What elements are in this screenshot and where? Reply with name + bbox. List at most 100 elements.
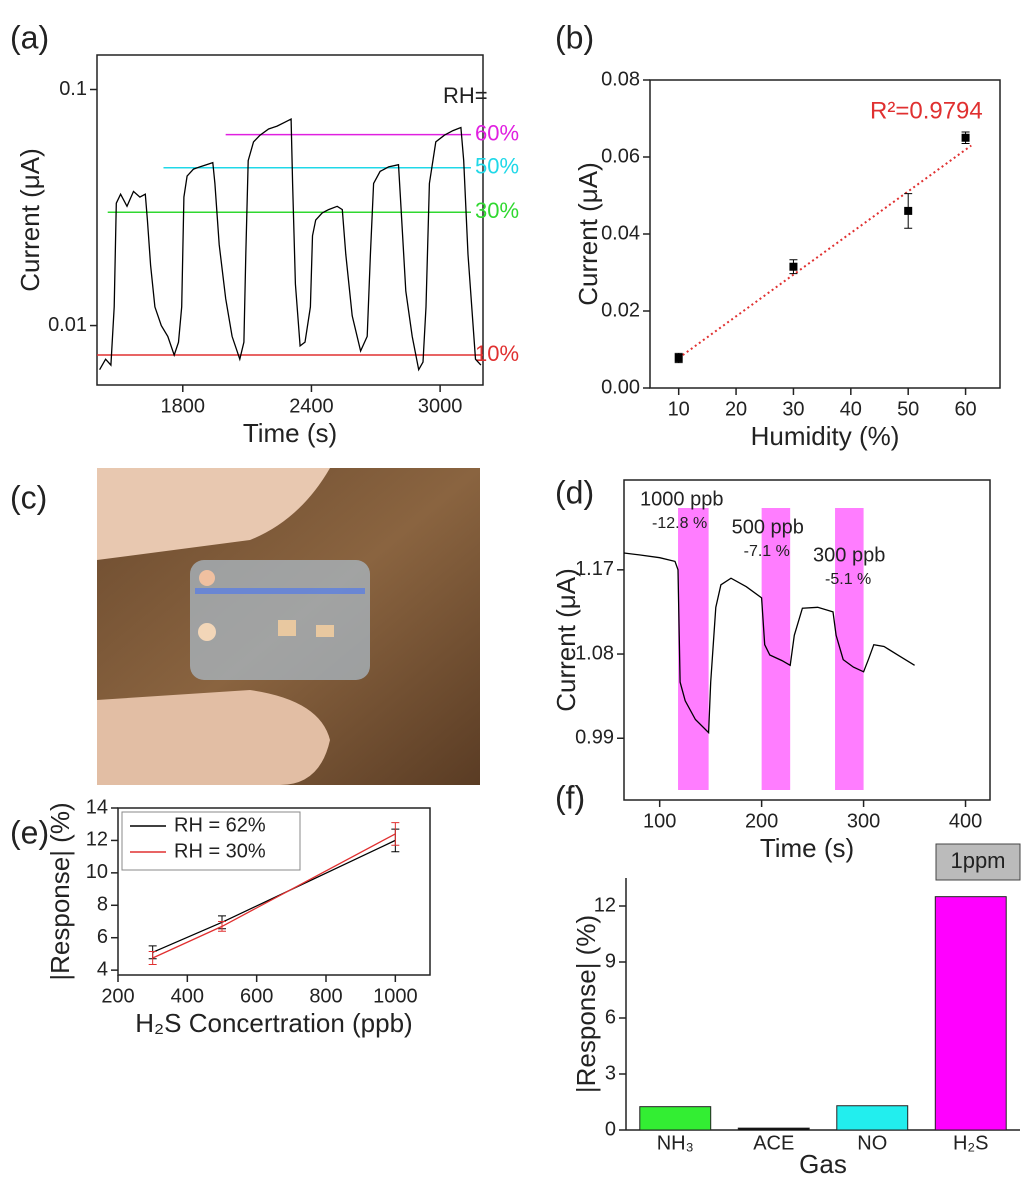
y-tick-label: 9 <box>605 950 616 972</box>
y-tick-label: 8 <box>97 894 108 916</box>
bar <box>737 1127 810 1131</box>
x-tick-label: 200 <box>745 810 778 832</box>
x-axis-title: Gas <box>799 1149 847 1179</box>
region-sublabel: -12.8 % <box>652 515 707 532</box>
x-tick-label: 1800 <box>161 395 206 417</box>
y-tick-label: 0.1 <box>59 78 87 100</box>
x-tick-label: 300 <box>847 810 880 832</box>
region-sublabel: -5.1 % <box>825 571 871 588</box>
reference-label: 60% <box>475 120 519 145</box>
y-tick-label: 1.08 <box>575 642 614 664</box>
y-tick-label: 0.00 <box>601 376 640 398</box>
legend-box <box>121 811 301 871</box>
y-axis-title: Current (μA) <box>573 162 603 306</box>
plot-frame <box>649 79 1001 389</box>
y-tick-label: 0.04 <box>601 222 640 244</box>
x-tick-label: 50 <box>897 398 919 420</box>
x-tick-label: H₂S <box>953 1132 989 1154</box>
panel-label: (f) <box>555 779 585 815</box>
annotation-box <box>935 843 1021 881</box>
region-label: 500 ppb <box>732 516 804 538</box>
plot-frame <box>96 54 484 386</box>
x-tick-label: 100 <box>643 810 676 832</box>
y-tick-label: 14 <box>86 796 108 818</box>
fit-annotation: R²=0.9794 <box>870 97 983 124</box>
y-tick-label: 0.02 <box>601 299 640 321</box>
region-label: 300 ppb <box>813 544 885 566</box>
annotation: 1ppm <box>950 848 1005 873</box>
x-axis-title: Time (s) <box>760 833 854 863</box>
x-tick-label: 400 <box>171 985 204 1007</box>
x-axis-title: Humidity (%) <box>751 421 900 451</box>
y-tick-label: 0 <box>605 1118 616 1140</box>
bar <box>836 1105 909 1131</box>
error-bar <box>218 920 226 932</box>
y-tick-label: 6 <box>605 1006 616 1028</box>
x-tick-label: 800 <box>309 985 342 1007</box>
trace <box>623 552 915 735</box>
panel-label: (e) <box>10 814 49 850</box>
bar <box>639 1106 712 1131</box>
y-tick-label: 4 <box>97 958 108 980</box>
exposure-region <box>678 508 709 790</box>
plot-frame <box>623 479 991 801</box>
panel: (a) 0.01 0.1 1800 2400 3000 Current (μA) Time (… <box>10 19 519 447</box>
x-tick-label: 200 <box>101 985 134 1007</box>
panel: (b) 0.00 0.02 0.04 0.06 0.08 10 20 30 40 50 60 Curre… <box>555 19 1001 451</box>
x-tick-label: ACE <box>753 1132 794 1154</box>
photo <box>97 468 480 785</box>
y-tick-label: 0.99 <box>575 727 614 749</box>
y-axis-title: Current (μA) <box>15 148 45 292</box>
point <box>961 133 970 142</box>
x-tick-label: 60 <box>954 398 976 420</box>
x-axis-title: Time (s) <box>243 418 337 448</box>
reference-label: 10% <box>475 341 519 366</box>
y-tick-label: 10 <box>86 861 108 883</box>
y-tick-label: 12 <box>594 894 616 916</box>
x-tick-label: 600 <box>240 985 273 1007</box>
x-tick-label: 1000 <box>373 985 418 1007</box>
x-tick-label: NO <box>857 1132 887 1154</box>
plot-frame <box>117 807 431 976</box>
region-label: 1000 ppb <box>640 488 723 510</box>
panel: (e) 4 6 8 10 12 14 200 400 600 800 1000 |Response| (… <box>10 796 431 1038</box>
point <box>674 353 683 362</box>
y-axis-title: |Response| (%) <box>571 915 601 1093</box>
reference-label: 50% <box>475 154 519 179</box>
y-tick-label: 6 <box>97 926 108 948</box>
y-axis-title: Current (μA) <box>551 568 581 712</box>
x-tick-label: 3000 <box>418 395 463 417</box>
annotation: RH= <box>443 83 488 108</box>
x-tick-label: 10 <box>668 398 690 420</box>
panel: (f) 0 3 6 9 12|Response| (%) Gas NH₃ ACE NO H₂S 1pp… <box>555 779 1021 1179</box>
error-bar <box>391 822 400 846</box>
x-tick-label: 20 <box>725 398 747 420</box>
y-tick-label: 0.01 <box>48 314 87 336</box>
x-tick-label: 40 <box>840 398 862 420</box>
y-tick-label: 3 <box>605 1062 616 1084</box>
panel-label: (b) <box>555 19 594 55</box>
panel: (d) 0.99 1.08 1.17 100 200 300 400 Current (μA) T… <box>551 474 991 863</box>
x-tick-label: NH₃ <box>657 1132 694 1154</box>
region-sublabel: -7.1 % <box>744 543 790 560</box>
point <box>904 206 913 215</box>
error-bar <box>148 950 157 965</box>
x-tick-label: 400 <box>949 810 982 832</box>
x-tick-label: 2400 <box>289 395 334 417</box>
point <box>789 262 798 271</box>
legend-label: RH = 30% <box>174 840 266 862</box>
panel-label: (a) <box>10 19 49 55</box>
x-tick-label: 30 <box>782 398 804 420</box>
trace <box>99 117 482 372</box>
panel-label: (c) <box>10 479 47 515</box>
reference-label: 30% <box>475 198 519 223</box>
y-tick-label: 12 <box>86 829 108 851</box>
y-axis-title: |Response| (%) <box>45 802 75 980</box>
y-tick-label: 0.06 <box>601 145 640 167</box>
panel-label: (d) <box>555 474 594 510</box>
fit-line <box>678 144 972 359</box>
y-tick-label: 1.17 <box>575 558 614 580</box>
y-tick-label: 0.08 <box>601 68 640 90</box>
x-axis-title: H₂S Concertration (ppb) <box>135 1008 412 1038</box>
